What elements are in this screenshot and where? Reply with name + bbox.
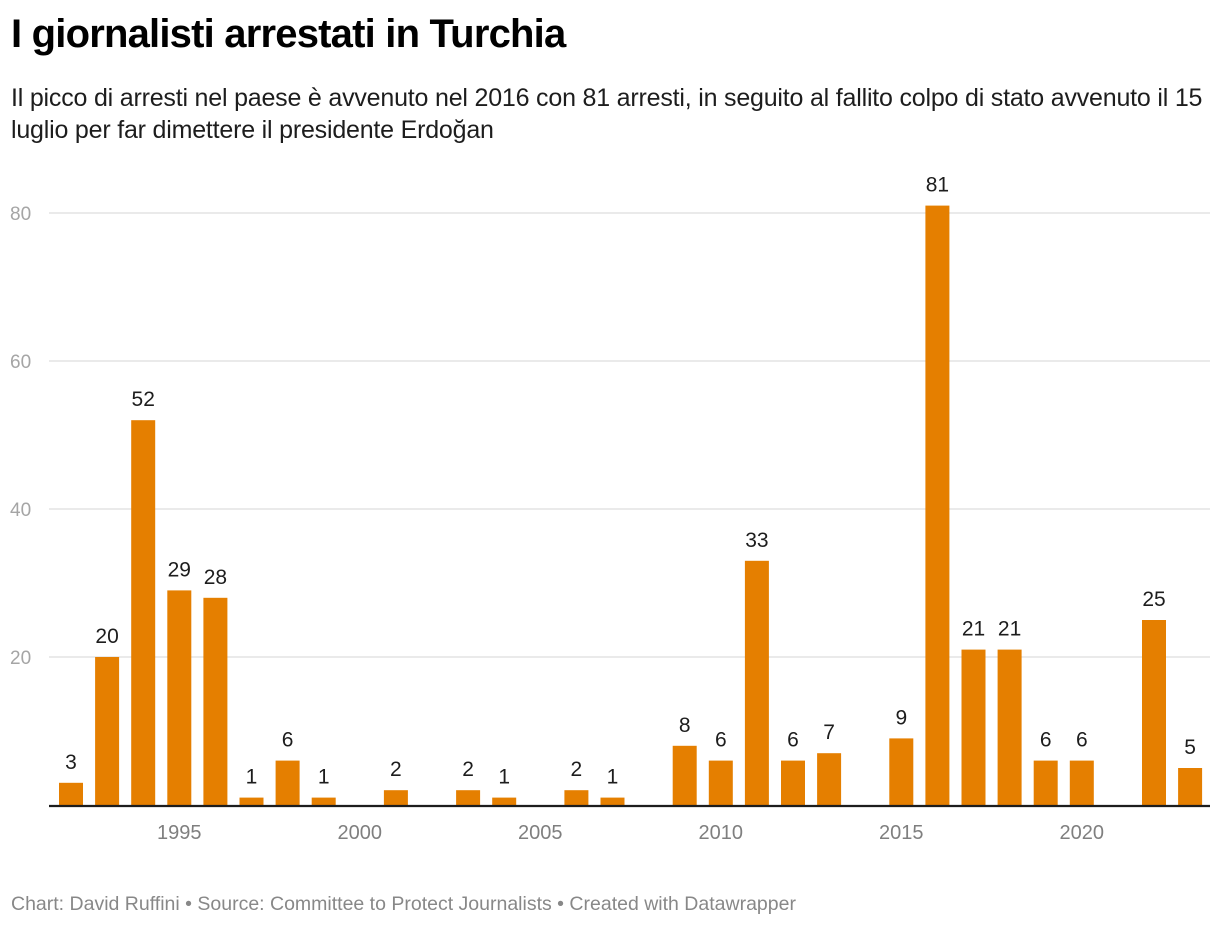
bar-2013 [817, 753, 842, 805]
y-tick-label: 40 [10, 500, 31, 521]
bar-1998 [275, 760, 300, 805]
value-label-1995: 29 [168, 558, 191, 581]
chart-subtitle: Il picco di arresti nel paese è avvenuto… [11, 84, 1203, 144]
value-label-2017: 21 [962, 618, 985, 641]
value-label-2018: 21 [998, 618, 1021, 641]
value-label-1992: 3 [65, 751, 77, 774]
bar-1995 [167, 590, 192, 805]
bar-2016 [925, 205, 950, 806]
value-label-1998: 6 [282, 729, 294, 752]
x-tick-label: 1995 [157, 822, 202, 844]
value-label-1996: 28 [204, 566, 227, 589]
bar-2009 [672, 745, 697, 805]
x-tick-label: 2020 [1060, 822, 1105, 844]
value-label-2016: 81 [926, 174, 949, 197]
y-tick-label: 80 [10, 204, 31, 225]
bar-2017 [961, 649, 986, 805]
bar-2006 [564, 790, 589, 805]
bar-2001 [383, 790, 408, 805]
chart-title: I giornalisti arrestati in Turchia [11, 12, 566, 56]
value-label-2019: 6 [1040, 729, 1052, 752]
bar-1994 [131, 420, 156, 805]
value-label-2023: 5 [1184, 736, 1196, 759]
bar-2012 [781, 760, 805, 805]
chart-footer-credits: Chart: David Ruffini • Source: Committee… [11, 893, 796, 915]
value-label-2012: 6 [787, 729, 799, 752]
bar-1999 [311, 797, 336, 805]
bar-1996 [203, 597, 228, 805]
x-tick-label: 2000 [338, 822, 383, 844]
y-tick-label: 20 [10, 648, 31, 669]
x-tick-label: 2005 [518, 822, 563, 844]
value-label-2011: 33 [745, 529, 768, 552]
bar-1993 [95, 657, 120, 805]
value-label-2009: 8 [679, 714, 691, 737]
value-label-2010: 6 [715, 729, 727, 752]
bar-2011 [744, 560, 769, 805]
value-label-2007: 1 [607, 766, 619, 789]
value-label-1999: 1 [318, 766, 330, 789]
value-label-1994: 52 [132, 388, 155, 411]
bar-1992 [59, 782, 83, 805]
bar-2019 [1033, 760, 1058, 805]
value-label-1993: 20 [95, 625, 118, 648]
value-label-2003: 2 [462, 758, 474, 781]
value-label-2015: 9 [895, 706, 907, 729]
value-label-2013: 7 [823, 721, 835, 744]
x-tick-label: 2010 [699, 822, 744, 844]
value-label-2006: 2 [571, 758, 583, 781]
value-label-2020: 6 [1076, 729, 1088, 752]
bar-2018 [997, 649, 1022, 805]
bar-2003 [456, 790, 481, 805]
x-tick-label: 2015 [879, 822, 924, 844]
value-label-2022: 25 [1142, 588, 1165, 611]
y-tick-label: 60 [10, 352, 31, 373]
bar-2023 [1178, 768, 1203, 805]
x-axis: 1995 2000 2005 2010 2015 2020 [49, 804, 1210, 844]
value-label-2004: 1 [498, 766, 510, 789]
bar-1997 [239, 797, 264, 805]
bars [59, 205, 1203, 806]
value-label-2001: 2 [390, 758, 402, 781]
bar-2007 [600, 797, 625, 805]
bar-2015 [889, 738, 914, 805]
bar-2004 [492, 797, 517, 805]
value-label-1997: 1 [246, 766, 258, 789]
bar-2010 [708, 760, 733, 805]
bar-2022 [1142, 620, 1166, 805]
bar-2020 [1069, 760, 1094, 805]
